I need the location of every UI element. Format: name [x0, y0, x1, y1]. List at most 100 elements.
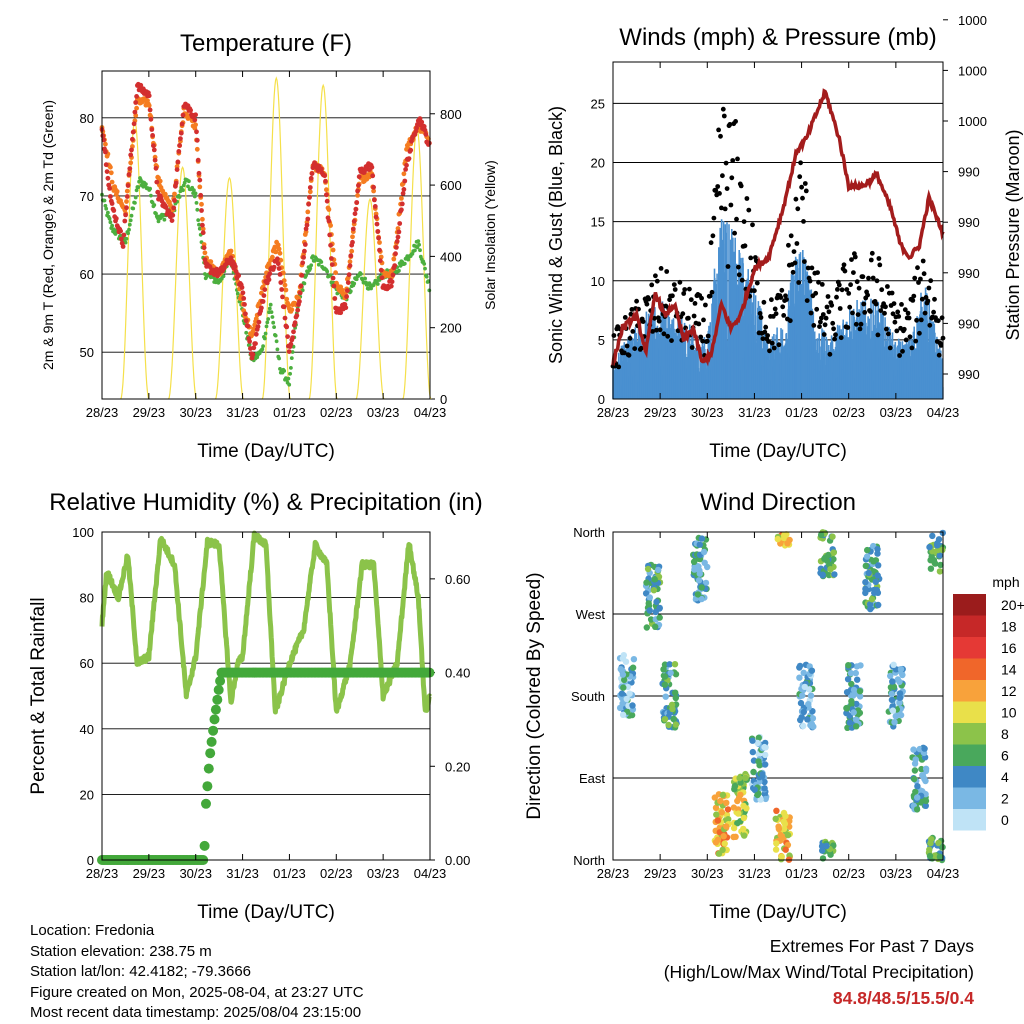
td2m-point	[196, 218, 201, 223]
t9m-point	[399, 196, 404, 201]
t2m-point	[249, 355, 255, 361]
td2m-point	[369, 286, 373, 291]
gust-point	[925, 298, 931, 304]
t2m-point	[277, 272, 283, 277]
t2m-point	[123, 212, 128, 218]
t2m-point	[129, 147, 134, 153]
t9m-point	[283, 287, 289, 293]
t2m-point	[419, 119, 425, 125]
td2m-point	[104, 206, 109, 211]
legend-label: 18	[1001, 619, 1017, 635]
t2m-point	[298, 283, 304, 289]
td2m-point	[186, 184, 190, 189]
t2m-point	[232, 264, 238, 269]
direction-point	[889, 678, 896, 685]
t2m-point	[302, 248, 307, 254]
t2m-point	[318, 166, 324, 172]
t2m-point	[255, 324, 261, 329]
gust-point	[754, 280, 760, 286]
direction-point	[899, 671, 906, 679]
t9m-point	[108, 164, 113, 170]
direction-point	[913, 806, 921, 813]
direction-point	[914, 794, 921, 801]
temp-x-tick-label: 03/23	[367, 405, 400, 420]
gust-point	[665, 333, 671, 339]
rh-y-axis-label: Percent & Total Rainfall	[28, 597, 49, 794]
solar-curve	[308, 83, 338, 400]
t2m-point	[120, 244, 126, 249]
gust-point	[725, 264, 731, 269]
dir-x-tick-label: 04/23	[927, 866, 960, 881]
t2m-point	[201, 245, 207, 251]
direction-point	[666, 661, 673, 668]
gust-point	[718, 133, 723, 139]
gust-point	[735, 156, 740, 162]
direction-point	[863, 553, 871, 560]
direction-point	[843, 704, 850, 712]
winds-y-right-tick-label: 1000	[958, 63, 987, 78]
t2m-point	[322, 173, 328, 179]
direction-point	[912, 756, 919, 763]
td2m-point	[269, 310, 274, 314]
legend-swatch	[953, 766, 986, 788]
t2m-point	[389, 279, 395, 285]
gust-point	[705, 333, 711, 339]
td2m-point	[272, 325, 276, 329]
gust-point	[892, 319, 898, 325]
direction-point	[852, 716, 860, 723]
t2m-point	[194, 137, 200, 143]
td2m-point	[354, 277, 359, 282]
t9m-point	[197, 184, 203, 190]
dir-x-tick-label: 03/23	[880, 866, 913, 881]
temp-y-right-tick-label: 800	[440, 107, 462, 122]
rh-y-tick-label: 60	[80, 656, 94, 671]
t2m-point	[374, 221, 380, 227]
td2m-point	[289, 356, 294, 360]
precip-point	[199, 840, 210, 851]
direction-point	[757, 796, 764, 803]
direction-point	[914, 783, 921, 790]
direction-point	[800, 708, 807, 716]
gust-point	[916, 280, 921, 285]
t9m-point	[273, 249, 279, 255]
direction-point	[698, 595, 705, 603]
t9m-point	[109, 179, 115, 185]
direction-point	[910, 746, 917, 753]
t2m-point	[138, 82, 144, 88]
t9m-point	[330, 247, 336, 253]
t2m-point	[228, 255, 234, 261]
td2m-point	[262, 336, 267, 341]
winds-y-axis-label: Sonic Wind & Gust (Blue, Black)	[546, 106, 566, 364]
precip-point	[210, 704, 221, 715]
winds-x-tick-label: 03/23	[880, 405, 913, 420]
direction-point	[642, 590, 650, 597]
gust-point	[918, 276, 923, 282]
t2m-point	[354, 200, 360, 205]
t2m-point	[171, 205, 177, 211]
t2m-point	[355, 188, 360, 194]
td2m-point	[187, 179, 191, 184]
t2m-point	[169, 218, 175, 224]
dir-y-tick-label: North	[573, 525, 605, 540]
winds-y-right-tick-label: 990	[958, 266, 980, 281]
t2m-point	[401, 187, 407, 192]
t9m-point	[371, 188, 376, 194]
t9m-point	[277, 250, 283, 256]
t9m-point	[199, 201, 204, 207]
t2m-point	[301, 255, 306, 260]
solar-curve	[120, 119, 150, 400]
gust-point	[727, 122, 733, 127]
gust-point	[919, 296, 925, 302]
direction-point	[871, 589, 878, 597]
gust-point	[670, 293, 675, 299]
td2m-point	[308, 266, 313, 271]
t2m-point	[281, 304, 287, 310]
direction-point	[717, 797, 724, 805]
t2m-point	[379, 275, 385, 281]
direction-point	[651, 576, 658, 583]
gust-point	[841, 262, 847, 268]
direction-point	[643, 624, 650, 631]
t2m-point	[200, 230, 206, 236]
gust-point	[634, 298, 639, 304]
